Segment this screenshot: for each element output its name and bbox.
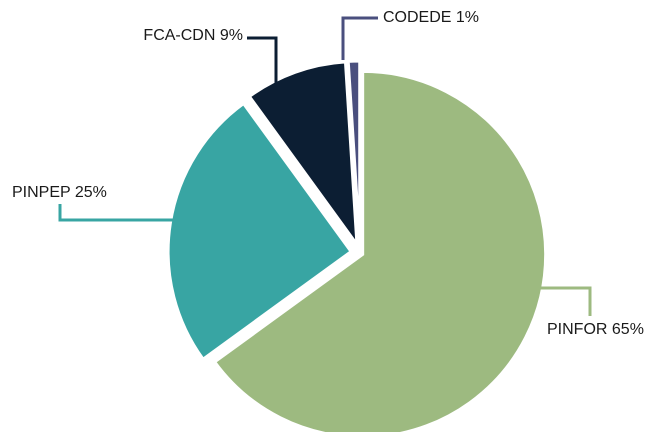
slice-label: CODEDE 1% [383,9,479,26]
leader-line [538,286,592,316]
slice-name: FCA-CDN [143,27,215,44]
pie-slice [247,60,359,250]
slice-name: PINPEP [12,184,70,201]
pie-slice [166,101,354,362]
slice-name: PINFOR [547,321,607,338]
slice-label: PINFOR 65% [547,321,644,338]
slice-value: 9% [220,27,243,44]
slice-label: FCA-CDN 9% [143,27,243,44]
pie-slice [212,69,548,432]
leader-line [341,16,378,60]
slice-value: 1% [456,9,479,26]
slice-name: CODEDE [383,9,451,26]
leader-line [58,204,180,222]
leader-line [247,36,278,86]
slice-value: 25% [75,184,107,201]
slice-label: PINPEP 25% [12,184,107,201]
pie-slice [346,59,362,245]
slice-value: 65% [612,321,644,338]
